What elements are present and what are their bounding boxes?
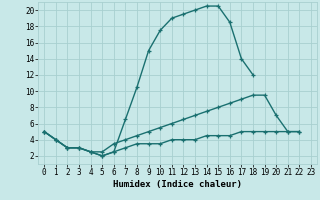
X-axis label: Humidex (Indice chaleur): Humidex (Indice chaleur) [113,180,242,189]
